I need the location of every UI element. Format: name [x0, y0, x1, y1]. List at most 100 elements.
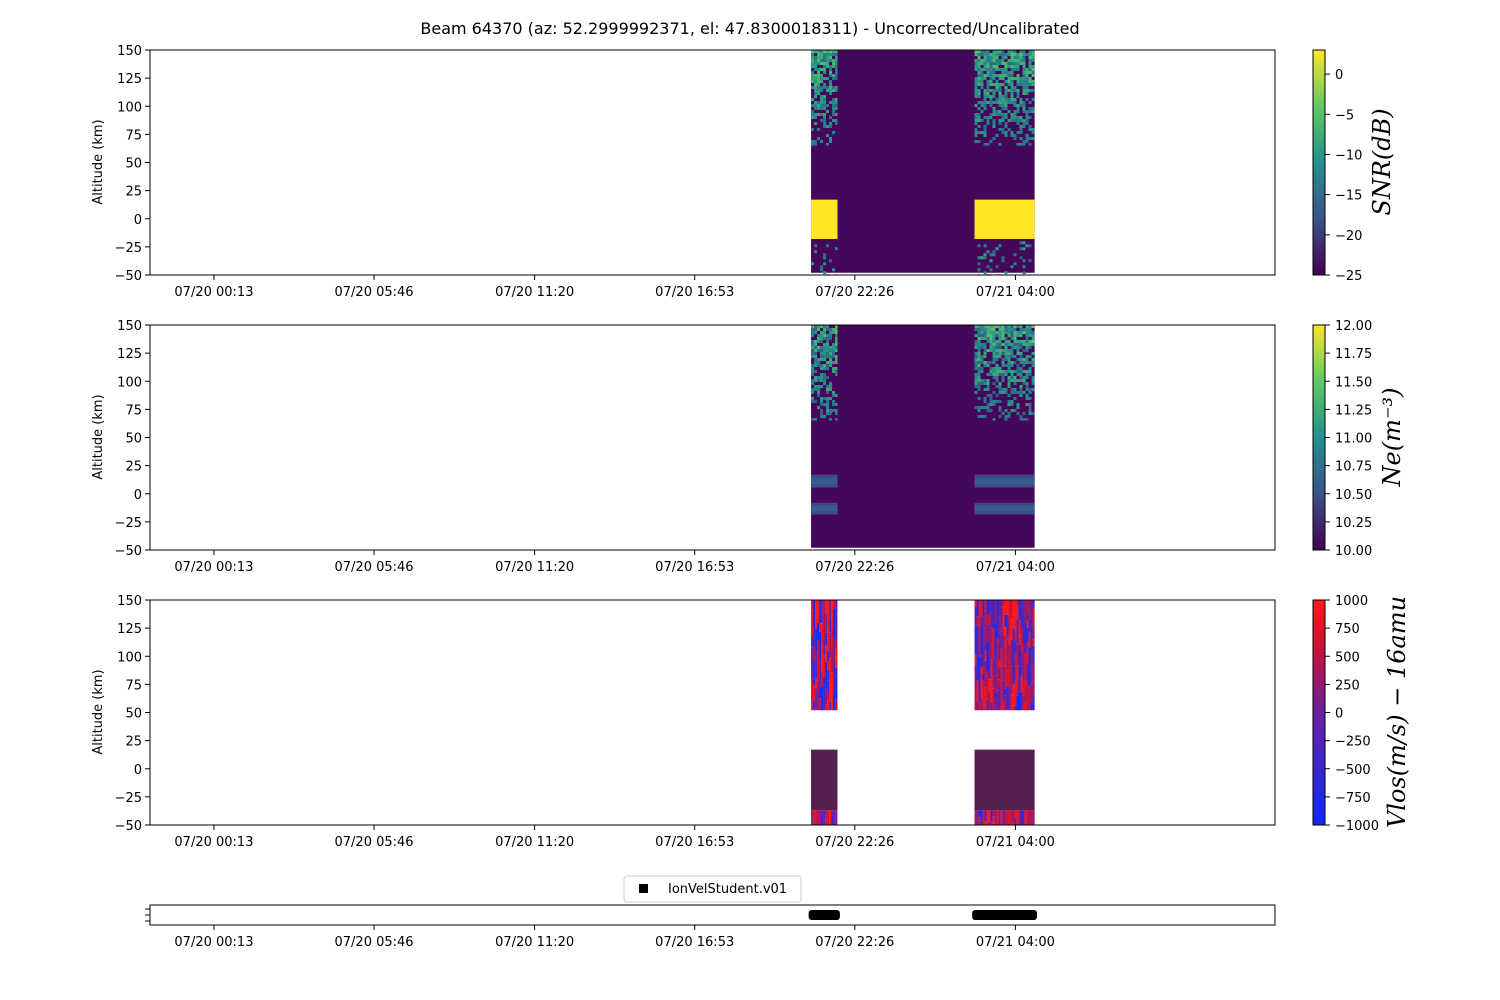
heatmap-cell — [817, 53, 821, 56]
heatmap-cell — [998, 77, 1002, 80]
heatmap-cell — [814, 56, 818, 59]
heatmap-cell — [989, 367, 993, 370]
vlos-cell — [976, 626, 979, 652]
heatmap-cell — [1019, 328, 1023, 331]
heatmap-cell — [974, 77, 978, 80]
heatmap-cell — [1031, 334, 1035, 337]
heatmap-cell — [811, 140, 815, 143]
vlos-cell — [1012, 600, 1015, 628]
vlos-cell — [1018, 636, 1021, 645]
heatmap-cell — [989, 343, 993, 346]
vlos-cell — [827, 600, 830, 611]
heatmap-cell — [823, 95, 827, 98]
heatmap-cell — [1013, 116, 1017, 119]
vlos-cell — [1016, 600, 1019, 607]
vlos-cell — [811, 700, 814, 711]
heatmap-cell — [829, 83, 833, 86]
colorbar-tick-label: 750 — [1335, 622, 1360, 637]
heatmap-cell — [1010, 370, 1014, 373]
heatmap-cell — [835, 53, 838, 56]
vlos-cell — [1016, 679, 1019, 696]
heatmap-cell — [1022, 140, 1026, 143]
vlos-cell — [974, 689, 977, 706]
heatmap-cell — [974, 134, 978, 137]
heatmap-cell — [1019, 53, 1023, 56]
y-tick-label: −25 — [115, 241, 142, 256]
vlos-cell — [823, 692, 826, 711]
vlos-cell — [996, 638, 999, 652]
heatmap-cell — [995, 346, 999, 349]
heatmap-cell — [977, 131, 981, 134]
vlos-cell — [823, 810, 826, 820]
heatmap-cell — [835, 86, 838, 89]
heatmap-cell — [1010, 65, 1014, 68]
vlos-cell — [1004, 666, 1007, 689]
heatmap-cell — [1001, 343, 1005, 346]
heatmap-cell — [992, 77, 996, 80]
heatmap-cell — [811, 367, 815, 370]
heatmap-cell — [829, 59, 833, 62]
heatmap-cell — [1019, 385, 1023, 388]
heatmap-cell — [832, 86, 836, 89]
vlos-cell — [984, 708, 987, 711]
heatmap-cell — [820, 415, 824, 418]
heatmap-cell — [832, 131, 836, 134]
heatmap-cell — [983, 92, 987, 95]
x-tick-label: 07/20 00:13 — [174, 935, 253, 950]
heatmap-cell — [1016, 391, 1020, 394]
heatmap-cell — [1001, 349, 1005, 352]
heatmap-cell — [1001, 128, 1005, 131]
heatmap-cell — [1028, 325, 1032, 328]
heatmap-cell — [977, 379, 981, 382]
heatmap-cell — [980, 110, 984, 113]
heatmap-cell — [1031, 128, 1035, 131]
vlos-cell — [1000, 648, 1003, 677]
heatmap-cell — [974, 406, 978, 409]
heatmap-cell — [820, 265, 824, 269]
heatmap-cell — [817, 334, 821, 337]
heatmap-cell — [1001, 62, 1005, 65]
heatmap-cell — [814, 244, 818, 248]
heatmap-cell — [992, 83, 996, 86]
heatmap-cell — [977, 331, 981, 334]
vlos-cell — [1032, 664, 1035, 682]
heatmap-cell — [1010, 71, 1014, 74]
vlos-y-axis-label: Altitude (km) — [91, 669, 106, 754]
heatmap-cell — [977, 68, 981, 71]
heatmap-cell — [989, 116, 993, 119]
heatmap-cell — [829, 101, 833, 104]
heatmap-cell — [980, 86, 984, 89]
vlos-cell — [994, 692, 997, 699]
heatmap-cell — [826, 110, 830, 113]
heatmap-cell — [829, 125, 833, 128]
heatmap-cell — [1004, 107, 1008, 110]
heatmap-cell — [1028, 403, 1032, 406]
heatmap-cell — [811, 355, 815, 358]
heatmap-cell — [823, 271, 827, 275]
heatmap-cell — [829, 409, 833, 412]
heatmap-cell — [995, 325, 999, 328]
heatmap-cell — [989, 74, 993, 77]
heatmap-cell — [826, 367, 830, 370]
heatmap-cell — [992, 400, 996, 403]
ne-band — [811, 505, 838, 509]
heatmap-cell — [1025, 137, 1029, 140]
heatmap-cell — [986, 116, 990, 119]
heatmap-cell — [832, 101, 836, 104]
heatmap-cell — [977, 397, 981, 400]
vlos-cell — [988, 810, 991, 822]
heatmap-cell — [1019, 62, 1023, 65]
heatmap-cell — [989, 361, 993, 364]
vlos-cell — [988, 624, 991, 657]
heatmap-cell — [820, 352, 824, 355]
heatmap-cell — [814, 104, 818, 107]
heatmap-cell — [811, 74, 815, 77]
heatmap-cell — [992, 325, 996, 328]
vlos-cell — [811, 810, 814, 825]
heatmap-cell — [1022, 68, 1026, 71]
heatmap-cell — [989, 56, 993, 59]
heatmap-cell — [1010, 361, 1014, 364]
heatmap-cell — [983, 116, 987, 119]
heatmap-cell — [989, 259, 993, 263]
heatmap-cell — [998, 373, 1002, 376]
